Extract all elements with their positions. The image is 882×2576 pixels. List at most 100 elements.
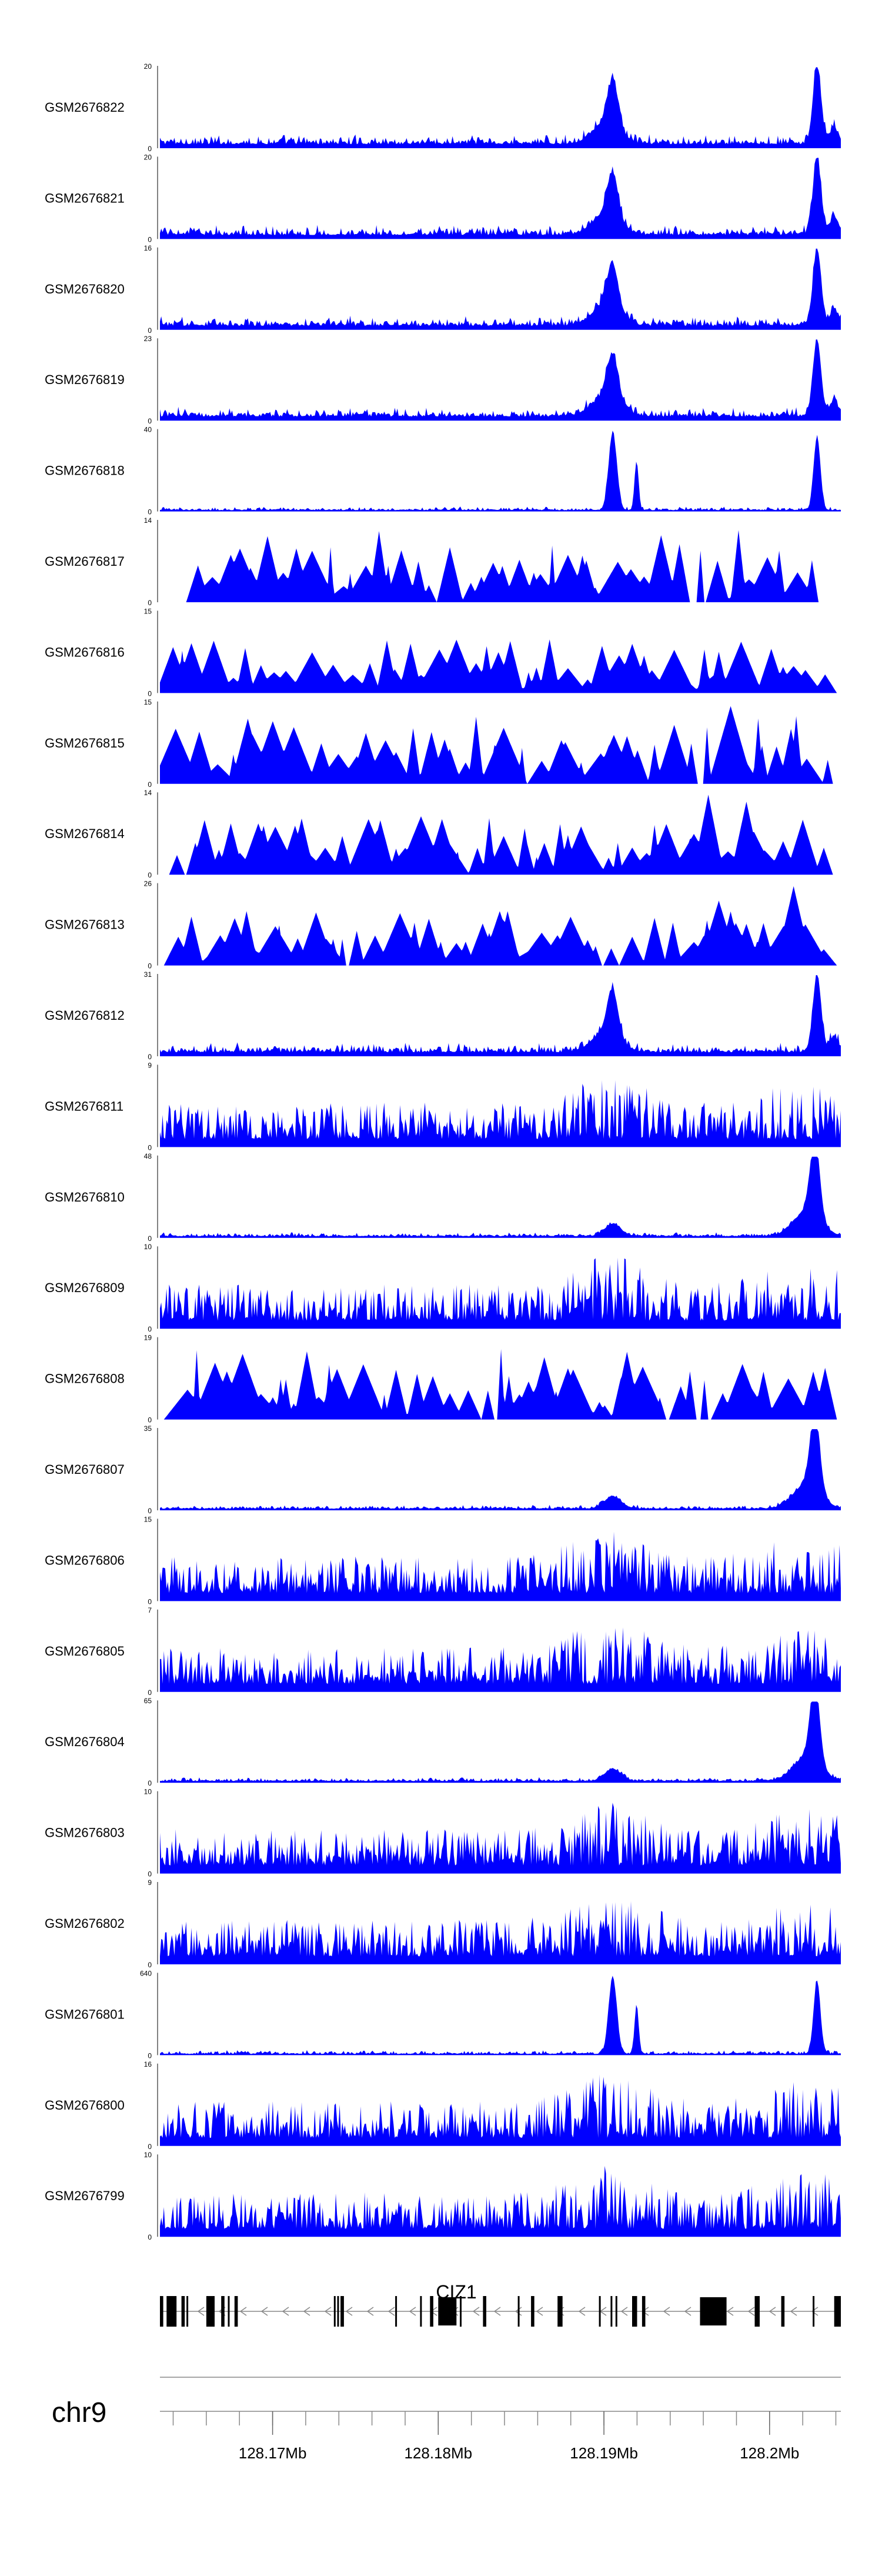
track-label: GSM2676800 [45,2098,125,2113]
coverage-area [160,158,841,239]
exon [186,2296,189,2327]
track-label: GSM2676813 [45,917,125,932]
exon [813,2296,815,2327]
axis-tick-label: 128.18Mb [404,2444,472,2462]
y-tick-top: 640 [140,1969,152,1977]
y-tick-top: 40 [144,426,152,434]
y-tick-top: 26 [144,880,152,888]
y-tick-bottom: 0 [148,689,152,698]
strand-arrow [747,2307,755,2316]
strand-arrow [514,2307,522,2316]
track-label: GSM2676799 [45,2188,125,2203]
y-tick-bottom: 0 [148,417,152,425]
y-tick-bottom: 0 [148,235,152,243]
exon [517,2296,520,2327]
y-tick-bottom: 0 [148,1870,152,1878]
track-label: GSM2676821 [45,191,125,205]
track-label: GSM2676822 [45,100,125,115]
track-label: GSM2676820 [45,282,125,296]
coverage-area [160,248,841,330]
coverage-area [160,1257,841,1329]
y-tick-top: 15 [144,1515,152,1523]
y-tick-bottom: 0 [148,1416,152,1424]
track-GSM2676801: GSM2676801 640 0 [45,1969,841,2060]
y-tick-top: 14 [144,789,152,797]
exon [700,2297,727,2325]
y-tick-bottom: 0 [148,2233,152,2241]
coverage-area [160,1901,841,1964]
exon [221,2296,225,2327]
strand-arrow [324,2307,332,2316]
exon [160,2296,163,2327]
strand-arrow [726,2307,734,2316]
coverage-area [160,1156,841,1238]
gene-model: CIZ1 [160,2281,841,2327]
track-label: GSM2676805 [45,1644,125,1659]
exon [599,2296,601,2327]
y-tick-top: 23 [144,335,152,343]
track-GSM2676822: GSM2676822 20 0 [45,62,841,153]
strand-arrow [811,2307,818,2316]
coverage-area [160,431,841,512]
track-GSM2676817: GSM2676817 14 0 [45,516,841,607]
coverage-area [160,2074,841,2146]
y-tick-bottom: 0 [148,1779,152,1787]
track-label: GSM2676814 [45,826,125,841]
coverage-area [160,1531,841,1601]
coverage-area [160,1080,841,1147]
track-label: GSM2676817 [45,554,125,569]
exon [610,2296,613,2327]
strand-arrow [303,2307,310,2316]
y-tick-bottom: 0 [148,780,152,789]
y-tick-bottom: 0 [148,1597,152,1606]
strand-arrow [620,2307,628,2316]
exon [483,2296,486,2327]
y-tick-bottom: 0 [148,145,152,153]
y-tick-top: 20 [144,62,152,71]
exon [166,2296,177,2327]
y-tick-top: 15 [144,607,152,615]
y-tick-top: 35 [144,1424,152,1433]
strand-arrow [409,2307,416,2316]
strand-arrow [239,2307,247,2316]
y-tick-top: 10 [144,1243,152,1251]
track-GSM2676818: GSM2676818 40 0 [45,426,841,516]
exon [642,2296,646,2327]
track-GSM2676820: GSM2676820 16 0 [45,244,841,335]
track-label: GSM2676816 [45,645,125,659]
track-label: GSM2676812 [45,1008,125,1023]
track-label: GSM2676815 [45,736,125,750]
track-GSM2676799: GSM2676799 10 0 [45,2151,841,2241]
track-GSM2676807: GSM2676807 35 0 [45,1424,841,1515]
exon [395,2296,397,2327]
track-GSM2676816: GSM2676816 15 0 [45,607,841,698]
strand-arrow [282,2307,289,2316]
exon [337,2296,339,2327]
track-GSM2676819: GSM2676819 23 0 [45,335,841,425]
track-GSM2676813: GSM2676813 26 0 [45,880,841,970]
track-label: GSM2676803 [45,1826,125,1840]
y-tick-bottom: 0 [148,2143,152,2151]
y-tick-bottom: 0 [148,1325,152,1333]
exon [228,2296,230,2327]
exon [333,2296,336,2327]
exon [430,2296,433,2327]
track-GSM2676814: GSM2676814 14 0 [45,789,841,879]
y-tick-bottom: 0 [148,962,152,970]
coverage-area [160,2165,841,2237]
y-tick-top: 10 [144,2151,152,2159]
y-tick-top: 16 [144,2060,152,2068]
exon [531,2296,534,2327]
axis-tick-label: 128.17Mb [239,2444,307,2462]
track-label: GSM2676804 [45,1734,125,1749]
coverage-area [160,1976,841,2056]
strand-arrow [472,2307,480,2316]
track-GSM2676821: GSM2676821 20 0 [45,153,841,243]
track-label: GSM2676818 [45,463,125,478]
axis-tick-label: 128.19Mb [570,2444,638,2462]
coverage-area [160,67,841,148]
track-GSM2676810: GSM2676810 48 0 [45,1152,841,1243]
exon [234,2296,238,2327]
y-tick-bottom: 0 [148,1689,152,1697]
